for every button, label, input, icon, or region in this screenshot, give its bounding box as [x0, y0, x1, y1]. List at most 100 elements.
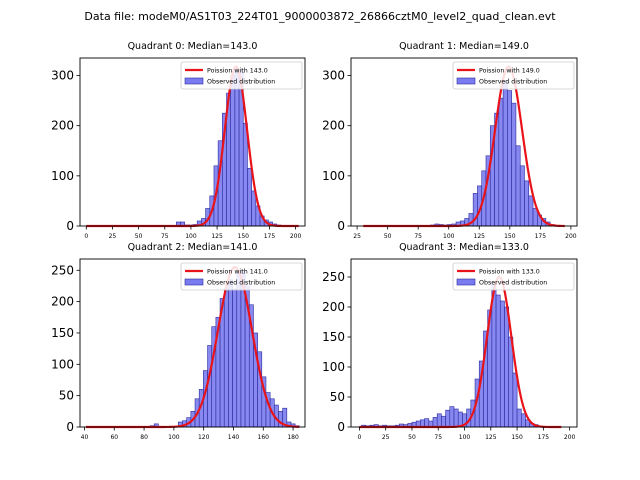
- axes-frame: [350, 57, 578, 227]
- histogram-bar: [516, 408, 522, 428]
- histogram-bar: [445, 409, 451, 428]
- x-tick-label: 75: [414, 233, 422, 240]
- histogram-bar: [499, 300, 505, 428]
- x-tick-label: 120: [198, 434, 210, 441]
- histogram-bar: [532, 208, 538, 227]
- legend-entry-observed: Observed distribution: [207, 79, 275, 86]
- x-tick-label: 25: [382, 434, 390, 441]
- y-tick-label: 250: [322, 270, 345, 284]
- legend-patch-swatch: [184, 77, 204, 85]
- legend-box: [452, 61, 575, 90]
- histogram-bar: [432, 417, 438, 428]
- histogram-bar: [449, 406, 455, 428]
- histogram-bar: [234, 67, 240, 227]
- y-tick-label: 300: [51, 69, 74, 83]
- histogram-bar: [524, 180, 530, 227]
- legend-entry-observed: Observed distribution: [479, 280, 547, 287]
- x-tick-label: 200: [290, 233, 302, 240]
- histogram-bar: [519, 165, 525, 227]
- legend-entry-poisson: Poission with 141.0: [207, 268, 268, 275]
- x-tick-label: 75: [434, 434, 442, 441]
- histogram-bar: [230, 75, 236, 227]
- x-tick-label: 60: [110, 434, 118, 441]
- legend: Poission with 149.0 Observed distribution: [452, 61, 575, 90]
- histogram-bar: [441, 415, 446, 428]
- y-tick-label: 50: [330, 390, 345, 404]
- histogram-bar: [502, 80, 508, 227]
- x-tick-label: 175: [538, 434, 550, 441]
- y-tick-label: 0: [337, 420, 345, 434]
- x-tick-label: 140: [228, 434, 240, 441]
- y-tick-label: 0: [337, 219, 345, 233]
- y-tick-label: 100: [322, 169, 345, 183]
- histogram-bar: [242, 122, 248, 227]
- x-tick-label: 100: [443, 233, 455, 240]
- legend-entry-observed: Observed distribution: [479, 79, 547, 86]
- legend-patch-swatch: [456, 77, 476, 85]
- x-tick-label: 50: [135, 233, 143, 240]
- x-tick-label: 100: [459, 434, 471, 441]
- legend-entry-observed: Observed distribution: [207, 280, 275, 287]
- histogram-bar: [228, 279, 233, 428]
- y-tick-label: 100: [51, 169, 74, 183]
- legend: Poission with 133.0 Observed distribution: [452, 262, 575, 291]
- histogram-bar: [436, 413, 442, 428]
- subplot-quadrant-3: 0 25 50 75 100 125 150 175 200 0 50 100 150 200 250 Qua…: [322, 242, 578, 441]
- x-tick-label: 100: [168, 434, 180, 441]
- histogram-bar: [528, 195, 534, 227]
- x-tick-label: 150: [504, 233, 516, 240]
- subplot-quadrant-1: 25 50 75 100 125 150 175 200 0 100 200 300 Quadrant …: [322, 41, 578, 240]
- legend-patch-swatch: [456, 278, 476, 286]
- x-tick-label: 25: [109, 233, 117, 240]
- y-tick-label: 300: [322, 69, 345, 83]
- figure-suptitle: Data file: modeM0/AS1T03_224T01_90000038…: [84, 10, 556, 23]
- subplot-title: Quadrant 3: Median=133.0: [399, 242, 529, 253]
- subplot-title: Quadrant 1: Median=149.0: [399, 41, 529, 52]
- y-tick-label: 150: [51, 326, 74, 340]
- x-tick-label: 125: [211, 233, 223, 240]
- y-tick-label: 150: [322, 330, 345, 344]
- histogram-bar: [507, 90, 512, 227]
- histogram-bar: [424, 418, 430, 428]
- histogram-bar: [232, 288, 238, 428]
- x-tick-label: 175: [264, 233, 276, 240]
- x-tick-label: 80: [140, 434, 148, 441]
- x-tick-label: 150: [238, 233, 250, 240]
- x-tick-label: 175: [535, 233, 547, 240]
- histogram-bar: [207, 345, 213, 428]
- y-tick-label: 100: [322, 360, 345, 374]
- x-tick-label: 25: [353, 233, 361, 240]
- histogram-bar: [236, 273, 242, 428]
- y-tick-label: 0: [66, 219, 74, 233]
- poisson-curve: [359, 275, 562, 429]
- histogram-bar: [512, 372, 518, 428]
- x-tick-label: 75: [161, 233, 169, 240]
- legend-box: [180, 262, 303, 291]
- x-tick-label: 125: [474, 233, 486, 240]
- x-tick-label: 40: [81, 434, 89, 441]
- histogram-bar: [498, 97, 504, 227]
- x-tick-label: 0: [357, 434, 361, 441]
- x-tick-label: 125: [485, 434, 497, 441]
- x-tick-label: 160: [258, 434, 270, 441]
- subplot-title: Quadrant 2: Median=141.0: [128, 242, 258, 253]
- legend: Poission with 141.0 Observed distribution: [180, 262, 303, 291]
- axes-frame: [79, 57, 306, 227]
- poisson-curve: [86, 65, 299, 228]
- legend-entry-poisson: Poission with 133.0: [479, 268, 540, 275]
- y-tick-label: 0: [66, 420, 74, 434]
- x-tick-label: 180: [287, 434, 299, 441]
- legend-entry-poisson: Poission with 143.0: [207, 67, 268, 74]
- axes-frame: [350, 258, 578, 428]
- x-tick-label: 200: [565, 233, 577, 240]
- histogram-bars: [361, 282, 547, 428]
- y-tick-label: 200: [322, 119, 345, 133]
- subplot-quadrant-0: 0 25 50 75 100 125 150 175 200 0 100 200 300 Quadrant…: [51, 41, 306, 240]
- histogram-bar: [511, 102, 517, 227]
- x-tick-label: 50: [408, 434, 416, 441]
- x-tick-label: 0: [84, 233, 88, 240]
- legend-entry-poisson: Poission with 149.0: [479, 67, 540, 74]
- y-tick-label: 100: [51, 357, 74, 371]
- histogram-bar: [520, 413, 526, 428]
